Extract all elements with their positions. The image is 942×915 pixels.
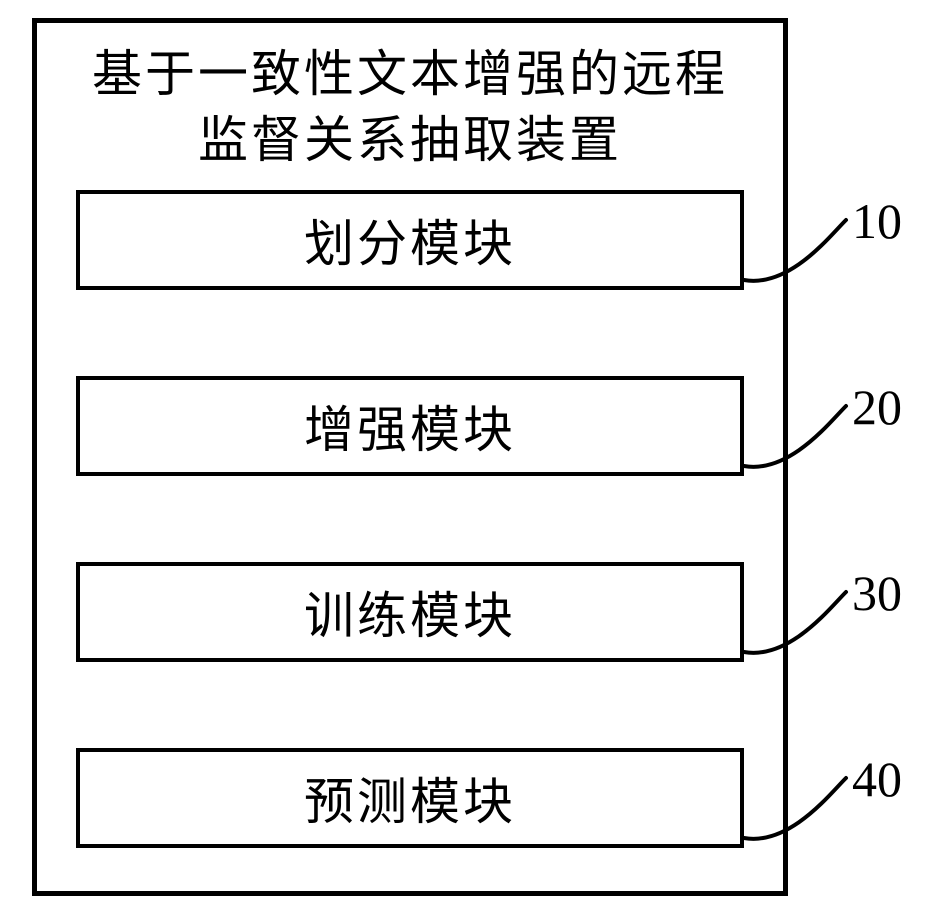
module-label: 训练模块 (304, 576, 516, 648)
module-box-augment: 增强模块 (76, 376, 744, 476)
module-label: 增强模块 (304, 390, 516, 462)
module-label: 划分模块 (304, 204, 516, 276)
title-line-2: 监督关系抽取装置 (32, 100, 788, 172)
annotation-20: 20 (852, 378, 902, 436)
annotation-10: 10 (852, 192, 902, 250)
leader-line-20 (744, 396, 866, 476)
title-line-1: 基于一致性文本增强的远程 (32, 34, 788, 106)
leader-line-30 (744, 582, 866, 662)
leader-line-10 (744, 210, 866, 290)
module-box-predict: 预测模块 (76, 748, 744, 848)
module-box-train: 训练模块 (76, 562, 744, 662)
leader-line-40 (744, 768, 866, 848)
module-box-partition: 划分模块 (76, 190, 744, 290)
annotation-30: 30 (852, 564, 902, 622)
annotation-40: 40 (852, 750, 902, 808)
module-label: 预测模块 (304, 762, 516, 834)
diagram-canvas: 基于一致性文本增强的远程 监督关系抽取装置 划分模块 增强模块 训练模块 预测模… (0, 0, 942, 915)
